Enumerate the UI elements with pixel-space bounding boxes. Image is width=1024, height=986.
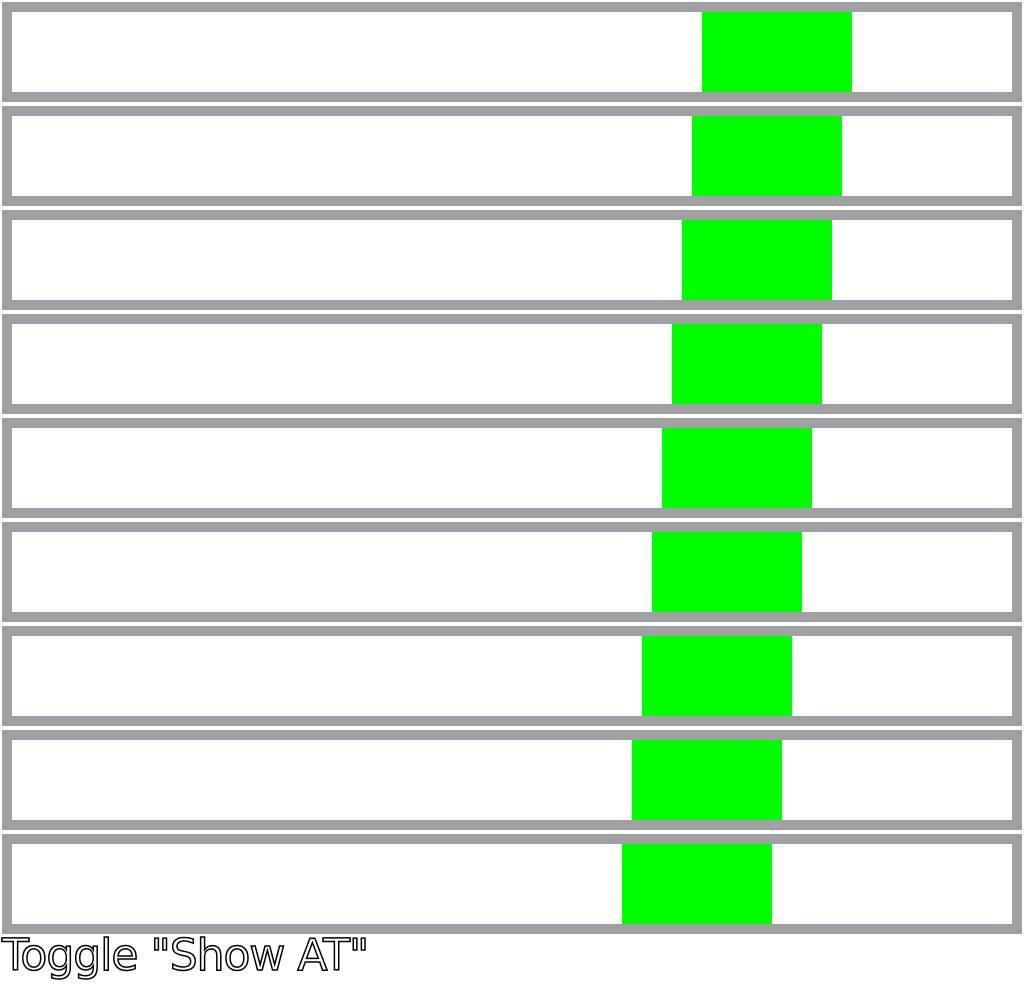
slider-track[interactable]	[2, 106, 1022, 206]
slider-track[interactable]	[2, 730, 1022, 830]
slider-track[interactable]	[2, 522, 1022, 622]
slider-track[interactable]	[2, 626, 1022, 726]
slider-track[interactable]	[2, 2, 1022, 102]
slider-thumb[interactable]	[672, 324, 822, 404]
slider-thumb[interactable]	[682, 220, 832, 300]
slider-thumb[interactable]	[692, 116, 842, 196]
slider-track[interactable]	[2, 834, 1022, 934]
slider-track[interactable]	[2, 418, 1022, 518]
slider-thumb[interactable]	[702, 12, 852, 92]
toggle-show-at-button[interactable]: Toggle "Show AT"	[1, 929, 370, 982]
slider-thumb[interactable]	[652, 532, 802, 612]
slider-thumb[interactable]	[632, 740, 782, 820]
slider-thumb[interactable]	[662, 428, 812, 508]
slider-track[interactable]	[2, 210, 1022, 310]
slider-list	[2, 2, 1022, 938]
slider-track[interactable]	[2, 314, 1022, 414]
slider-thumb[interactable]	[642, 636, 792, 716]
slider-thumb[interactable]	[622, 844, 772, 924]
